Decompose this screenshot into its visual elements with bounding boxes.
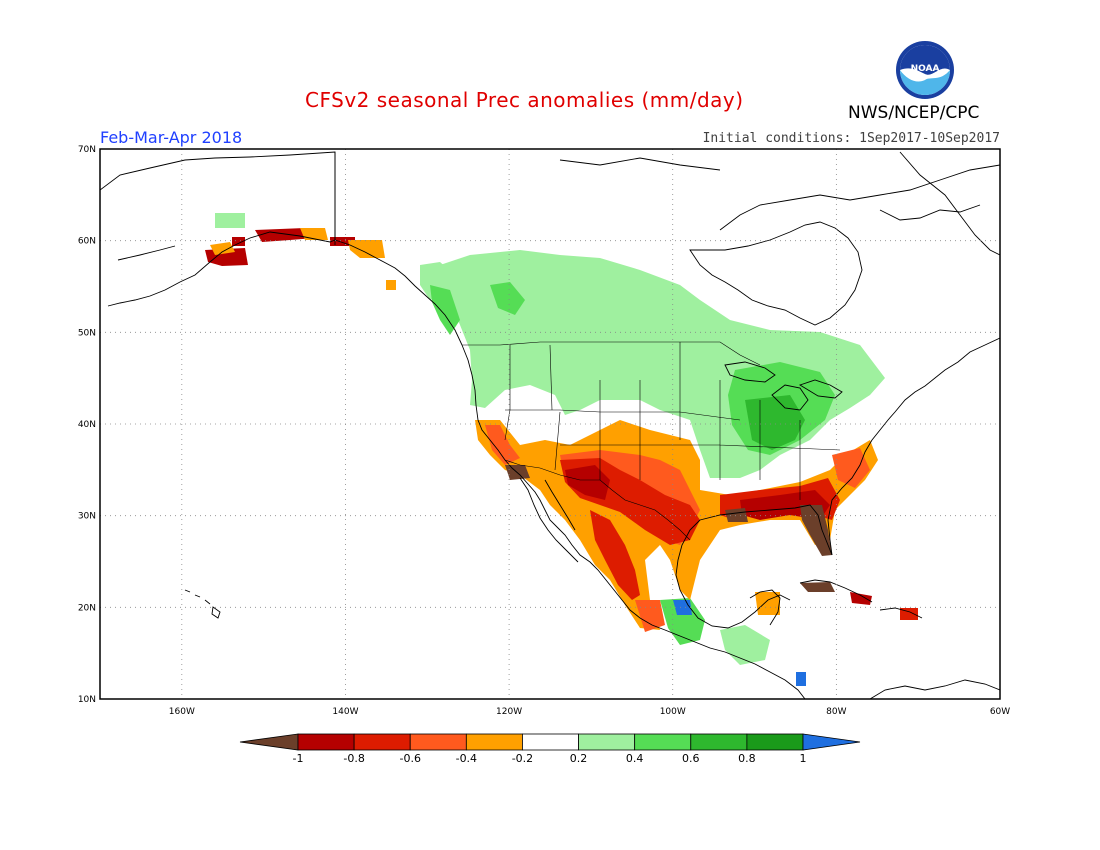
coast-gulf	[675, 504, 833, 629]
anomaly-region	[215, 213, 245, 228]
anomaly-region	[210, 242, 235, 255]
lat-label: 60N	[78, 237, 96, 247]
anomaly-region	[330, 237, 355, 246]
coast-hudson	[689, 221, 863, 326]
colorbar-tick-label: 0.4	[626, 752, 644, 765]
lon-label: 60W	[990, 707, 1010, 717]
colorbar-swatch	[409, 733, 467, 751]
anomaly-region	[205, 248, 248, 266]
colorbar-min-arrow	[239, 733, 299, 751]
initial-conditions: Initial conditions: 1Sep2017-10Sep2017	[702, 131, 1000, 146]
coast-west	[461, 344, 806, 699]
anomaly-region	[560, 458, 700, 545]
coast-alaska	[100, 151, 336, 307]
lon-label: 140W	[332, 707, 358, 717]
coast-hispaniola	[879, 607, 923, 619]
anomaly-region	[720, 478, 840, 520]
anomaly-region	[475, 420, 878, 630]
anomaly-region	[300, 228, 328, 240]
lat-label: 30N	[78, 512, 96, 522]
colorbar-swatch	[353, 733, 411, 751]
chart-title: CFSv2 seasonal Prec anomalies (mm/day)	[305, 88, 744, 112]
coast-hawaii	[184, 589, 221, 619]
coast-great-lakes	[724, 361, 843, 411]
colorbar-tick-label: 0.8	[738, 752, 756, 765]
coast-arctic	[559, 157, 1000, 231]
colorbar-max-arrow	[802, 733, 861, 751]
coast-baja	[519, 477, 579, 563]
colorbar-tick-label: 0.6	[682, 752, 700, 765]
colorbar-tick-label: -1	[293, 752, 304, 765]
colorbar-swatch	[746, 733, 804, 751]
anomaly-region	[485, 425, 520, 465]
forecast-period: Feb-Mar-Apr 2018	[100, 128, 243, 147]
anomaly-region	[796, 672, 806, 686]
colorbar-tick-label: -0.8	[343, 752, 364, 765]
colorbar-swatch	[634, 733, 692, 751]
colorbar-tick-label: 1	[800, 752, 807, 765]
lon-label: 100W	[660, 707, 686, 717]
map-frame	[99, 148, 1001, 700]
coast-south-america	[869, 679, 1000, 699]
anomaly-region	[590, 510, 640, 600]
colorbar-swatch	[465, 733, 523, 751]
lon-label: 160W	[169, 707, 195, 717]
axis-labels: 70N 60N 50N 40N 30N 20N 10N 160W 140W 120W 100W 80W…	[78, 145, 1010, 717]
colorbar-swatch	[522, 733, 579, 751]
lat-label: 20N	[78, 603, 96, 613]
colorbar-legend: -1 -0.8 -0.6 -0.4 -0.2 0.2 0.4 0.6 0.8 1	[239, 733, 861, 765]
anomaly-region	[430, 285, 460, 335]
anomaly-region	[673, 600, 692, 615]
anomaly-region	[255, 228, 315, 242]
lat-label: 50N	[78, 328, 96, 338]
anomaly-region	[745, 395, 805, 450]
anomaly-region	[560, 450, 700, 545]
lat-label: 40N	[78, 420, 96, 430]
coastlines	[100, 151, 1000, 699]
anomaly-region	[660, 598, 705, 645]
anomaly-region	[232, 237, 245, 246]
colorbar-tick-label: -0.2	[512, 752, 533, 765]
anomaly-region	[725, 508, 748, 522]
lon-label: 120W	[496, 707, 522, 717]
anomaly-region	[728, 362, 835, 455]
lon-label: 80W	[826, 707, 846, 717]
coast-gulf-alaska	[334, 239, 463, 346]
colorbar-swatch	[690, 733, 748, 751]
anomaly-region	[740, 490, 830, 520]
coast-cuba	[799, 579, 873, 603]
anomaly-region	[348, 240, 385, 258]
anomaly-region	[850, 592, 872, 605]
agency-label: NWS/NCEP/CPC	[848, 103, 980, 123]
anomaly-region	[832, 448, 870, 488]
anomaly-region	[490, 282, 525, 315]
anomaly-region	[565, 465, 610, 500]
anomaly-region	[720, 625, 770, 665]
lat-label: 70N	[78, 145, 96, 155]
anomaly-region	[800, 582, 835, 592]
coast-greenland	[899, 151, 1000, 256]
lat-label: 10N	[78, 695, 96, 705]
colorbar-swatch	[578, 733, 636, 751]
colorbar-tick-label: -0.6	[399, 752, 420, 765]
anomaly-region	[505, 465, 530, 480]
coast-yucatan	[749, 589, 781, 626]
lat-lon-grid	[100, 149, 1000, 699]
coast-east	[827, 337, 1000, 556]
anomaly-region	[800, 505, 832, 556]
anomaly-region	[755, 592, 780, 615]
noaa-logo-icon: NOAA	[896, 41, 954, 99]
anomaly-region	[425, 250, 885, 478]
anomaly-cells	[205, 213, 918, 686]
colorbar-tick-label: -0.4	[456, 752, 477, 765]
logo-text: NOAA	[911, 64, 940, 74]
colorbar-tick-label: 0.2	[570, 752, 588, 765]
colorbar-swatch	[297, 733, 355, 751]
political-borders	[462, 341, 841, 541]
anomaly-region	[420, 262, 455, 300]
anomaly-region	[900, 608, 918, 620]
anomaly-region	[635, 600, 665, 632]
anomaly-region	[386, 280, 396, 290]
